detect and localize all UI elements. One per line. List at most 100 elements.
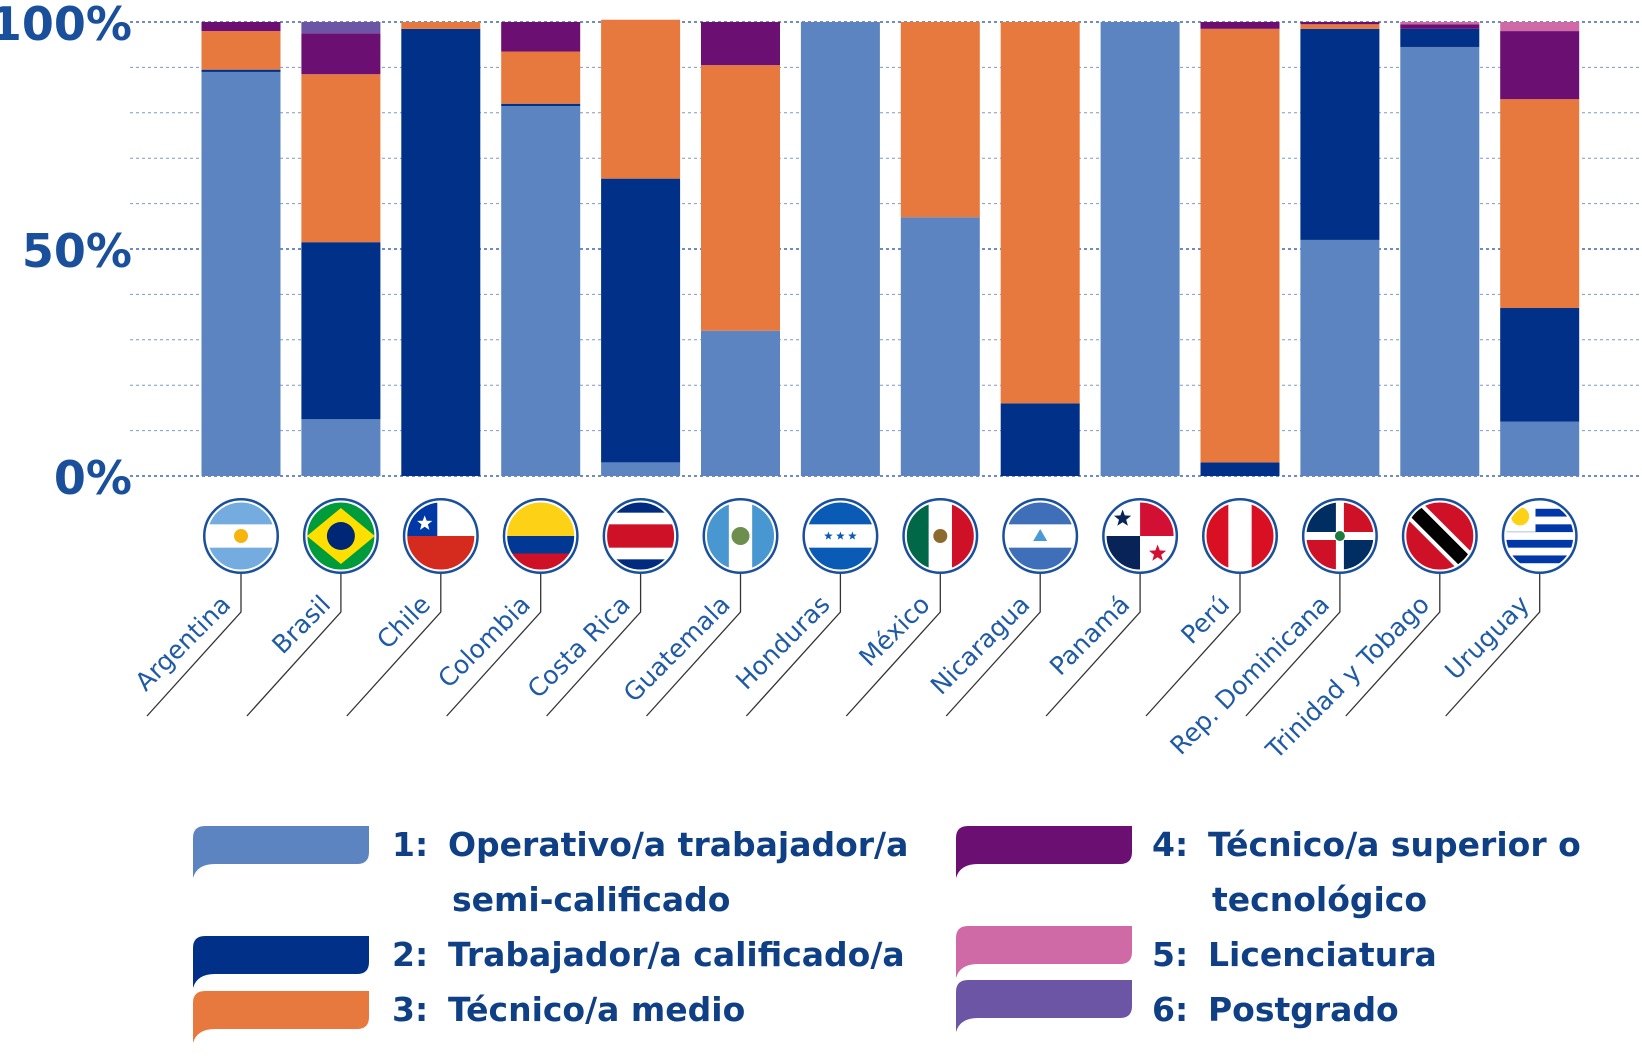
x-tick-label: Nicaragua bbox=[925, 590, 1036, 701]
x-label-group-2: Chile bbox=[346, 574, 442, 717]
bar-segment-0-series-3 bbox=[201, 31, 281, 70]
x-label-leader-line bbox=[845, 574, 941, 717]
brazil-flag-icon bbox=[302, 498, 379, 574]
bar-segment-1-series-6 bbox=[301, 22, 381, 34]
bar-segment-11-series-3 bbox=[1300, 24, 1380, 29]
bar-segment-7-series-1 bbox=[900, 217, 980, 476]
bar-stack-7 bbox=[900, 22, 980, 476]
x-label-leader-line bbox=[1045, 574, 1141, 717]
x-tick-label: Colombia bbox=[432, 590, 536, 694]
bar-segment-12-series-2 bbox=[1400, 28, 1480, 47]
bar-stack-3 bbox=[501, 22, 581, 477]
bar-stack-8 bbox=[1000, 22, 1080, 476]
x-label-leader-line bbox=[1245, 574, 1341, 717]
bar-segment-1-series-1 bbox=[301, 419, 381, 476]
x-label-leader-line bbox=[146, 574, 242, 717]
legend: 1: Operativo/a trabajador/a semi-calificad… bbox=[193, 825, 1581, 1043]
mexico-flag-icon bbox=[902, 498, 979, 574]
bar-segment-0-series-1 bbox=[201, 71, 281, 476]
honduras-flag-icon bbox=[802, 498, 879, 574]
bar-segment-12-series-5 bbox=[1400, 22, 1480, 25]
bar-segment-3-series-1 bbox=[501, 105, 581, 477]
bar-segment-3-series-2 bbox=[501, 103, 581, 106]
legend-label: tecnológico bbox=[1212, 880, 1427, 919]
bar-stack-13 bbox=[1500, 22, 1580, 476]
legend-swatch bbox=[956, 980, 1132, 1032]
x-label-group-6: Honduras bbox=[730, 574, 842, 717]
bar-segment-10-series-4 bbox=[1200, 22, 1280, 29]
legend-item-5: 5: Licenciatura bbox=[956, 926, 1437, 978]
guatemala-flag-icon bbox=[702, 498, 779, 574]
flag-row bbox=[203, 498, 1578, 574]
chile-flag-icon bbox=[402, 498, 479, 574]
bar-segment-5-series-4 bbox=[701, 22, 780, 66]
x-label-leader-line bbox=[1445, 574, 1541, 717]
bar-segment-13-series-4 bbox=[1500, 31, 1580, 100]
x-label-group-8: Nicaragua bbox=[925, 574, 1041, 717]
x-tick-label: Perú bbox=[1175, 590, 1235, 650]
legend-label: Técnico/a medio bbox=[448, 990, 745, 1029]
bar-segment-10-series-3 bbox=[1200, 28, 1280, 463]
legend-swatch bbox=[956, 826, 1132, 878]
x-tick-label: Guatemala bbox=[618, 590, 736, 708]
bar-stack-1 bbox=[301, 22, 381, 476]
bar-segment-8-series-2 bbox=[1000, 403, 1080, 476]
bar-segment-4-series-2 bbox=[601, 178, 681, 463]
bar-segment-7-series-3 bbox=[900, 22, 980, 218]
x-tick-label: Argentina bbox=[130, 590, 237, 697]
bar-segment-1-series-2 bbox=[301, 242, 381, 420]
panama-flag-icon bbox=[1102, 498, 1179, 574]
legend-item-1: 1: Operativo/a trabajador/a semi-calificad… bbox=[193, 825, 908, 919]
bar-segment-13-series-5 bbox=[1500, 22, 1580, 32]
legend-number: 5: bbox=[1152, 935, 1188, 974]
x-label-group-9: Panamá bbox=[1044, 574, 1141, 717]
legend-number: 4: bbox=[1152, 825, 1188, 864]
bar-segment-1-series-4 bbox=[301, 33, 381, 75]
bar-segment-6-series-1 bbox=[800, 22, 880, 476]
x-label-group-0: Argentina bbox=[130, 574, 242, 717]
legend-swatch bbox=[956, 926, 1132, 978]
bar-segment-5-series-1 bbox=[701, 330, 780, 476]
legend-number: 2: bbox=[392, 935, 428, 974]
bar-segment-2-series-2 bbox=[401, 28, 481, 477]
x-label-group-12: Trinidad y Tobago bbox=[1260, 574, 1441, 765]
bar-segment-0-series-4 bbox=[201, 22, 281, 32]
bar-stack-6 bbox=[800, 22, 880, 476]
bar-segment-13-series-3 bbox=[1500, 99, 1580, 309]
bar-segment-12-series-1 bbox=[1400, 46, 1480, 476]
legend-number: 6: bbox=[1152, 990, 1188, 1029]
nicaragua-flag-icon bbox=[1002, 498, 1079, 574]
legend-label: Técnico/a superior o bbox=[1208, 825, 1581, 864]
x-label-leader-line bbox=[246, 574, 342, 717]
argentina-flag-icon bbox=[203, 498, 279, 574]
legend-label: Trabajador/a calificado/a bbox=[448, 935, 905, 974]
legend-swatch bbox=[193, 991, 369, 1043]
x-label-leader-line bbox=[446, 574, 542, 717]
gridlines bbox=[130, 21, 1642, 477]
bar-segment-3-series-4 bbox=[501, 22, 581, 52]
legend-item-2: 2: Trabajador/a calificado/a bbox=[193, 935, 905, 988]
bar-segment-4-series-1 bbox=[601, 462, 681, 476]
x-label-leader-line bbox=[1345, 574, 1441, 717]
legend-label: Licenciatura bbox=[1208, 935, 1437, 974]
x-label-group-3: Colombia bbox=[432, 574, 542, 717]
legend-label: semi-calificado bbox=[452, 880, 730, 919]
x-label-group-4: Costa Rica bbox=[522, 574, 642, 717]
y-tick-label-100: 100% bbox=[0, 0, 132, 51]
y-axis: 0% 50% 100% bbox=[0, 0, 132, 505]
bar-segment-13-series-1 bbox=[1500, 421, 1580, 476]
bar-segment-9-series-1 bbox=[1100, 22, 1180, 476]
y-tick-label-50: 50% bbox=[22, 224, 132, 278]
colombia-flag-icon bbox=[502, 498, 579, 574]
bar-segment-11-series-1 bbox=[1300, 239, 1380, 476]
peru-flag-icon bbox=[1202, 498, 1278, 574]
legend-swatch bbox=[193, 936, 369, 988]
bar-segment-0-series-2 bbox=[201, 69, 281, 72]
x-label-group-1: Brasil bbox=[246, 574, 342, 717]
legend-label: Postgrado bbox=[1208, 990, 1399, 1029]
bar-segment-13-series-2 bbox=[1500, 308, 1580, 422]
bar-stack-4 bbox=[601, 19, 681, 476]
bar-segment-5-series-3 bbox=[701, 65, 780, 331]
